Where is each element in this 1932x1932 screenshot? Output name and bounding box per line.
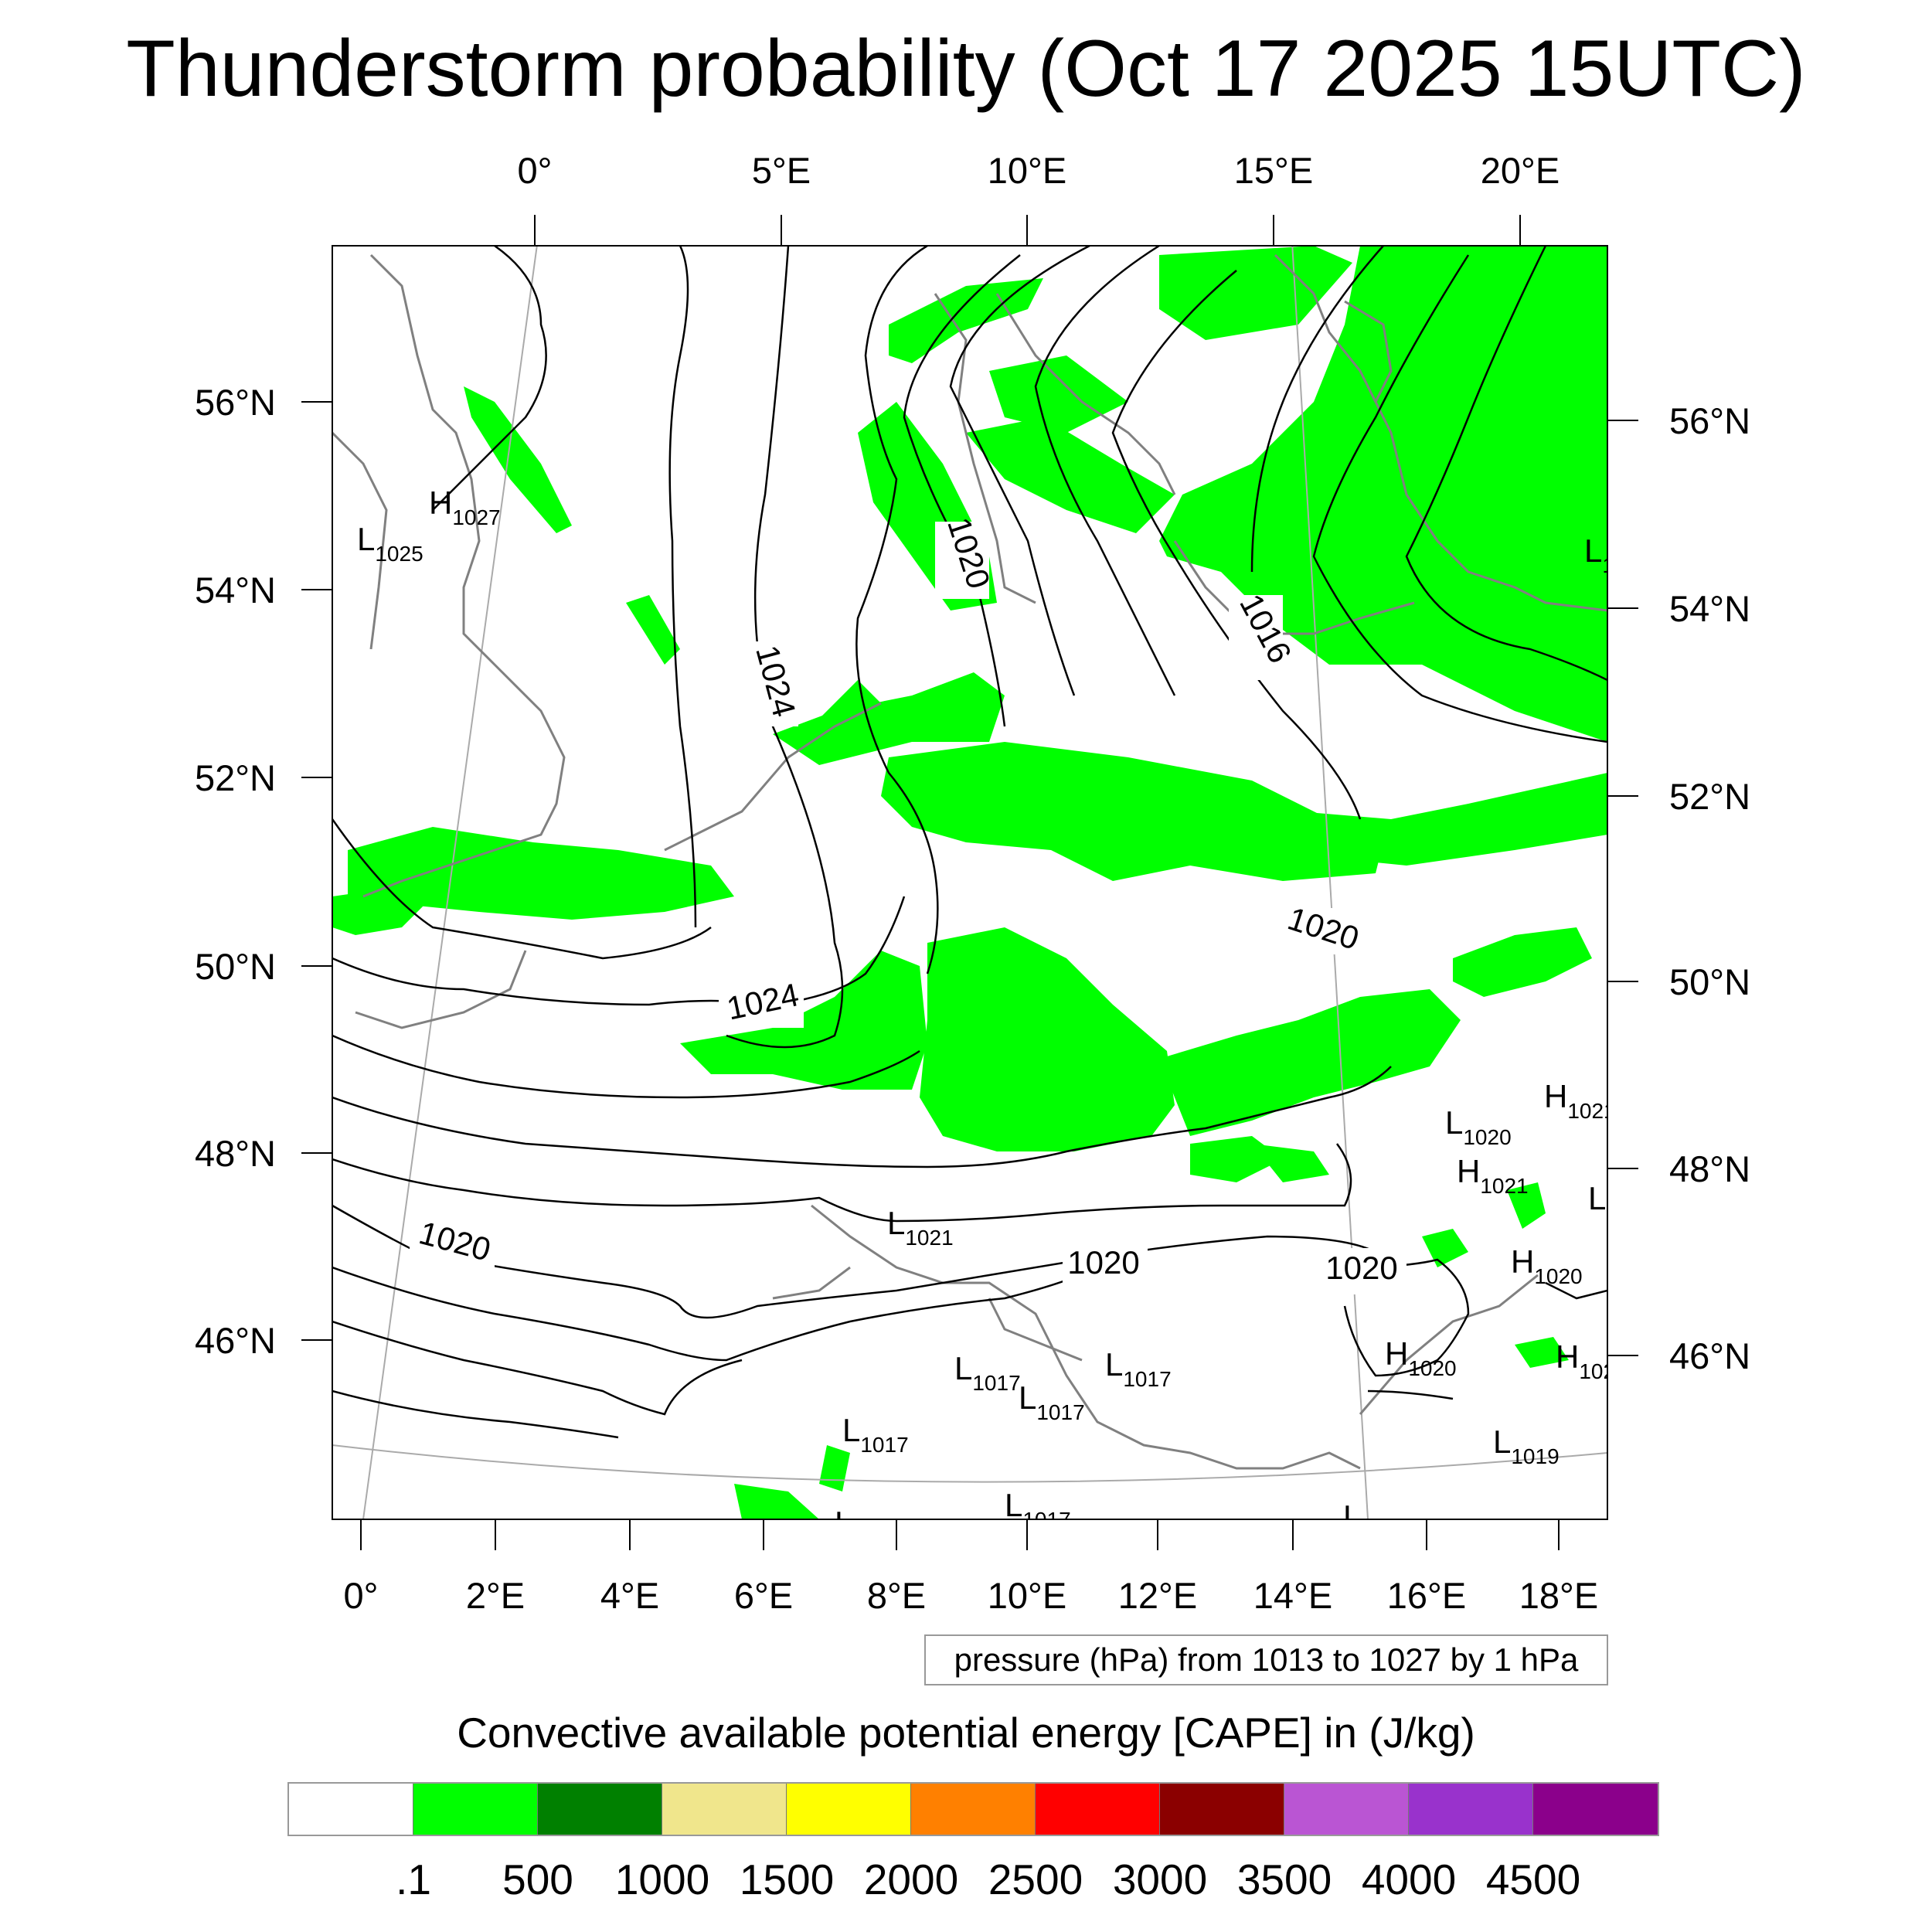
cape-area xyxy=(1298,773,1607,866)
colorbar-swatch xyxy=(538,1784,662,1835)
colorbar-swatch xyxy=(787,1784,911,1835)
cape-area xyxy=(966,417,1175,533)
contour-label: 1020 xyxy=(1067,1244,1139,1281)
low-pressure-marker: L1021 xyxy=(887,1205,954,1250)
graticule xyxy=(332,246,1607,1519)
top-lon-label: 15°E xyxy=(1234,150,1313,191)
bottom-lon-label: 0° xyxy=(344,1575,379,1616)
cape-area xyxy=(773,672,1005,765)
colorbar-swatch xyxy=(413,1784,538,1835)
cape-area xyxy=(989,355,1128,433)
colorbar-tick-label: 500 xyxy=(502,1855,573,1903)
low-pressure-marker: L1017 xyxy=(835,1505,901,1549)
colorbar-title: Convective available potential energy [C… xyxy=(457,1709,1475,1757)
cape-area xyxy=(348,827,734,920)
right-lat-label: 50°N xyxy=(1669,961,1750,1002)
bottom-lon-label: 12°E xyxy=(1118,1575,1197,1616)
low-pressure-marker: L1017 xyxy=(1005,1487,1071,1532)
cape-area xyxy=(1507,1182,1546,1229)
low-pressure-marker: L1020 xyxy=(1445,1104,1512,1149)
high-pressure-marker: H1021 xyxy=(1457,1153,1529,1198)
left-lat-label: 50°N xyxy=(195,946,276,987)
cape-area xyxy=(464,386,572,533)
low-pressure-marker: L1019 xyxy=(1493,1423,1560,1468)
high-pressure-marker: H1021 xyxy=(1544,1078,1616,1123)
colorbar-tick-label: 4500 xyxy=(1485,1855,1581,1903)
high-pressure-marker: H1020 xyxy=(1511,1243,1583,1288)
low-pressure-marker: L1025 xyxy=(357,521,423,566)
cape-area xyxy=(1515,1337,1569,1368)
cape-area xyxy=(1159,246,1352,340)
cape-area xyxy=(889,278,1043,363)
left-lat-label: 56°N xyxy=(195,382,276,423)
bottom-lon-label: 2°E xyxy=(466,1575,525,1616)
pressure-systems: H1027L1025L1021L1020H1021H1021H1020H1020… xyxy=(357,485,1616,1549)
cape-area xyxy=(1159,989,1461,1136)
top-lon-label: 10°E xyxy=(988,150,1066,191)
cape-area xyxy=(1252,1144,1329,1182)
right-lat-label: 54°N xyxy=(1669,588,1750,629)
top-lon-label: 0° xyxy=(518,150,553,191)
pressure-contour-note: pressure (hPa) from 1013 to 1027 by 1 hP… xyxy=(924,1634,1608,1685)
colorbar-tick-label: 2000 xyxy=(863,1855,959,1903)
coastlines xyxy=(332,253,1607,1470)
chart-title: Thunderstorm probability (Oct 17 2025 15… xyxy=(126,24,1806,114)
colorbar-tick-label: 1000 xyxy=(614,1855,710,1903)
colorbar-swatch xyxy=(1409,1784,1533,1835)
cape-area xyxy=(920,927,1175,1151)
colorbar-tick-label: 2500 xyxy=(988,1855,1083,1903)
low-pressure-marker: L1017 xyxy=(842,1412,909,1457)
right-lat-label: 52°N xyxy=(1669,776,1750,817)
cape-area xyxy=(881,742,1383,881)
colorbar-tick-label: 3500 xyxy=(1236,1855,1332,1903)
left-lat-label: 46°N xyxy=(195,1320,276,1361)
high-pressure-marker: H102 xyxy=(1556,1338,1615,1383)
bottom-lon-label: 16°E xyxy=(1387,1575,1466,1616)
colorbar-swatch xyxy=(289,1784,413,1835)
bottom-lon-label: 4°E xyxy=(600,1575,659,1616)
colorbar-tick-label: .1 xyxy=(396,1855,431,1903)
low-pressure-marker: L1017 xyxy=(1019,1379,1085,1424)
cape-fill-areas xyxy=(332,246,1607,1519)
cape-area xyxy=(626,595,680,665)
axis-ticks xyxy=(301,215,1638,1550)
contour-label: 1020 xyxy=(1325,1250,1397,1286)
cape-area xyxy=(1453,927,1592,997)
top-lon-label: 5°E xyxy=(752,150,811,191)
colorbar-swatch xyxy=(911,1784,1036,1835)
cape-area xyxy=(734,1484,819,1519)
cape-area xyxy=(1422,1229,1468,1267)
low-pressure-marker: L1017 xyxy=(1105,1346,1172,1391)
low-pressure-marker: L1017 xyxy=(1343,1498,1410,1543)
colorbar-tick-label: 1500 xyxy=(739,1855,835,1903)
colorbar-swatch xyxy=(662,1784,787,1835)
colorbar-tick-label: 4000 xyxy=(1361,1855,1457,1903)
left-lat-label: 48°N xyxy=(195,1133,276,1174)
colorbar-tick-label: 3000 xyxy=(1112,1855,1208,1903)
colorbar-swatch xyxy=(1533,1784,1658,1835)
right-lat-label: 48°N xyxy=(1669,1148,1750,1189)
top-lon-label: 20°E xyxy=(1481,150,1560,191)
left-lat-label: 54°N xyxy=(195,570,276,611)
map-frame xyxy=(332,245,1608,1520)
cape-area xyxy=(332,889,433,935)
high-pressure-marker: H1027 xyxy=(429,485,501,529)
bottom-lon-label: 14°E xyxy=(1253,1575,1332,1616)
bottom-lon-label: 10°E xyxy=(988,1575,1066,1616)
high-pressure-marker: H1020 xyxy=(1385,1335,1457,1380)
bottom-lon-label: 6°E xyxy=(734,1575,793,1616)
low-pressure-marker: L1017 xyxy=(954,1350,1021,1395)
low-pressure-marker: L1 xyxy=(1584,532,1614,577)
bottom-lon-label: 18°E xyxy=(1519,1575,1598,1616)
left-lat-label: 52°N xyxy=(195,757,276,798)
right-lat-label: 56°N xyxy=(1669,400,1750,441)
bottom-lon-label: 8°E xyxy=(867,1575,926,1616)
colorbar-swatch xyxy=(1160,1784,1284,1835)
colorbar xyxy=(287,1782,1659,1836)
colorbar-swatch xyxy=(1284,1784,1409,1835)
colorbar-swatch xyxy=(1036,1784,1160,1835)
isobars xyxy=(332,246,1607,1439)
right-lat-label: 46°N xyxy=(1669,1335,1750,1376)
